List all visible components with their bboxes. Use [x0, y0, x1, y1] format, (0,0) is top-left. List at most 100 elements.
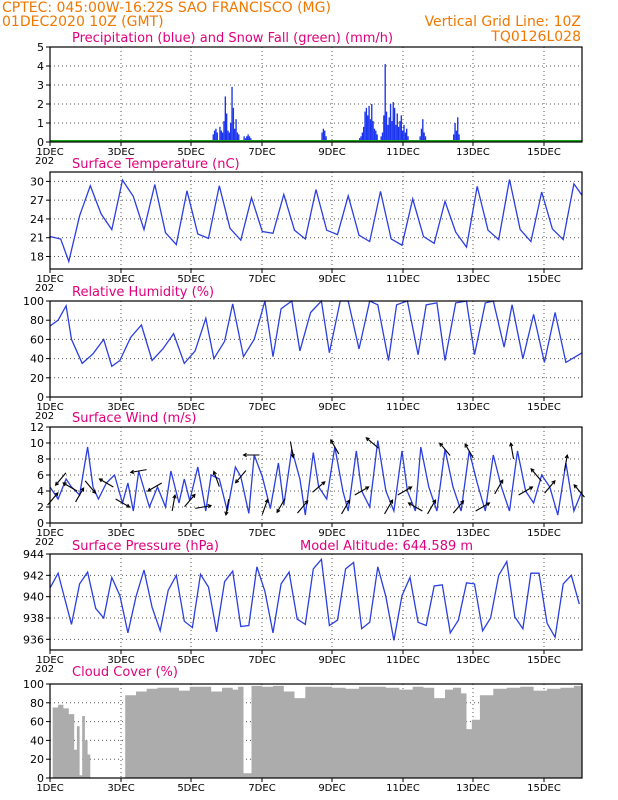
wind-arrow-head [172, 493, 177, 499]
x-tick-label: 11DEC [386, 655, 420, 666]
wind-arrow [99, 478, 114, 488]
wind-arrow [171, 495, 176, 511]
y-tick-label: 940 [23, 591, 44, 604]
precip-bar [397, 126, 400, 142]
y-tick-label: 944 [23, 548, 44, 561]
x-tick-label: 11DEC [386, 147, 420, 158]
wind-arrow [195, 505, 212, 509]
x-tick-label: 9DEC [318, 783, 345, 794]
wind-panel: 0 2 4 6 8 10 12 1DEC 3DEC 5DEC 7DEC 9DEC 11DEC 13DEC 1… [30, 421, 585, 548]
wind-arrow [475, 502, 490, 512]
x-tick-label: 7DEC [248, 783, 275, 794]
x-tick-label: 7DEC [248, 528, 275, 539]
precip-bar [371, 104, 373, 142]
precip-bar [325, 136, 327, 142]
y-tick-label: 936 [23, 633, 44, 646]
wind-arrow [276, 498, 286, 513]
wind-arrow-head [499, 479, 504, 484]
wind-arrow [297, 500, 309, 514]
humidity-panel: 0 20 40 60 80 100 1DEC 3DEC 5DEC 7DEC 9DEC 11DEC 13D… [23, 295, 583, 422]
x-tick-label: 1DEC [36, 274, 63, 285]
y-tick-label: 1 [37, 117, 44, 130]
y-tick-label: 40 [30, 734, 44, 747]
precip-bar [227, 130, 229, 142]
x-tick-label: 7DEC [248, 147, 275, 158]
y-tick-label: 0 [37, 136, 44, 149]
precip-bar [423, 132, 425, 142]
y-tick-label: 100 [23, 295, 44, 308]
precip-bar [453, 134, 455, 142]
wind-arrow-head [191, 493, 196, 499]
precip-bar [212, 134, 214, 142]
wind-arrow-head [234, 479, 240, 484]
y-tick-label: 20 [30, 753, 44, 766]
precip-bar [238, 134, 240, 142]
x-tick-label: 13DEC [456, 402, 490, 413]
precip-bar [225, 113, 228, 142]
precip-bar [361, 132, 364, 142]
wind-arrow [518, 486, 533, 496]
humidity-title: Relative Humidity (%) [72, 285, 214, 300]
precip-bar [389, 104, 392, 142]
precip-bar [391, 121, 393, 142]
precip-bar [457, 117, 459, 142]
wind-arrow-head [62, 482, 67, 487]
x-tick-label: 3DEC [107, 402, 134, 413]
y-tick-label: 0 [37, 772, 44, 785]
wind-arrow-head [432, 499, 437, 504]
y-tick-label: 4 [37, 60, 44, 73]
precip-bar [365, 107, 368, 142]
x-tick-label: 7DEC [248, 655, 275, 666]
wind-arrow-head [389, 499, 394, 504]
wind-arrow-head [125, 503, 131, 508]
pressure-line [49, 557, 580, 641]
x-tick-label: 7DEC [248, 274, 275, 285]
precip-bar [385, 111, 388, 142]
precip-bar [392, 102, 394, 142]
x-tick-label: 1DEC [36, 655, 63, 666]
precip-bar [232, 107, 235, 142]
x-tick-label: 9DEC [318, 402, 345, 413]
x-tick-label: 5DEC [177, 147, 204, 158]
wind-arrow [62, 482, 78, 492]
wind-arrow [384, 499, 394, 515]
wind-arrow-head [80, 487, 85, 492]
precip-bar [236, 132, 239, 142]
precip-bar [368, 105, 370, 142]
x-tick-label: 5DEC [177, 274, 204, 285]
y-tick-label: 2 [37, 98, 44, 111]
precip-bar [387, 124, 389, 142]
cloud-cover-area [50, 685, 582, 778]
y-tick-label: 0 [37, 391, 44, 404]
wind-arrow [397, 486, 412, 496]
humidity-frame [49, 300, 583, 398]
wind-arrow-head [530, 468, 535, 473]
wind-arrow-head [346, 499, 351, 504]
wind-arrow-head [321, 481, 326, 486]
wind-arrow [563, 455, 568, 471]
wind-arrow-head [264, 498, 269, 503]
wind-arrow-head [290, 453, 295, 459]
precip-bar [246, 136, 248, 142]
wind-arrow [544, 480, 556, 494]
wind-arrow-head [129, 469, 135, 475]
precip-bar [363, 126, 365, 142]
wind-arrow [530, 468, 542, 482]
precip-bar [400, 115, 402, 142]
x-tick-label: 13DEC [456, 655, 490, 666]
wind-arrow-head [98, 478, 104, 483]
precip-bar [388, 117, 390, 142]
precipitation-title: Precipitation (blue) and Snow Fall (gree… [72, 31, 393, 46]
wind-arrow-head [54, 492, 59, 497]
wind-arrow-head [276, 508, 281, 514]
wind-arrow [55, 472, 67, 486]
wind-arrow-head [551, 480, 556, 485]
x-tick-label: 3DEC [107, 655, 134, 666]
y-tick-label: 942 [23, 569, 44, 582]
x-year-label: 202 [35, 411, 54, 422]
precip-bar [375, 130, 377, 142]
precip-bar [381, 132, 384, 142]
pressure-title: Surface Pressure (hPa) [72, 539, 219, 554]
x-year-label: 202 [35, 283, 54, 294]
y-tick-label: 20 [30, 372, 44, 385]
